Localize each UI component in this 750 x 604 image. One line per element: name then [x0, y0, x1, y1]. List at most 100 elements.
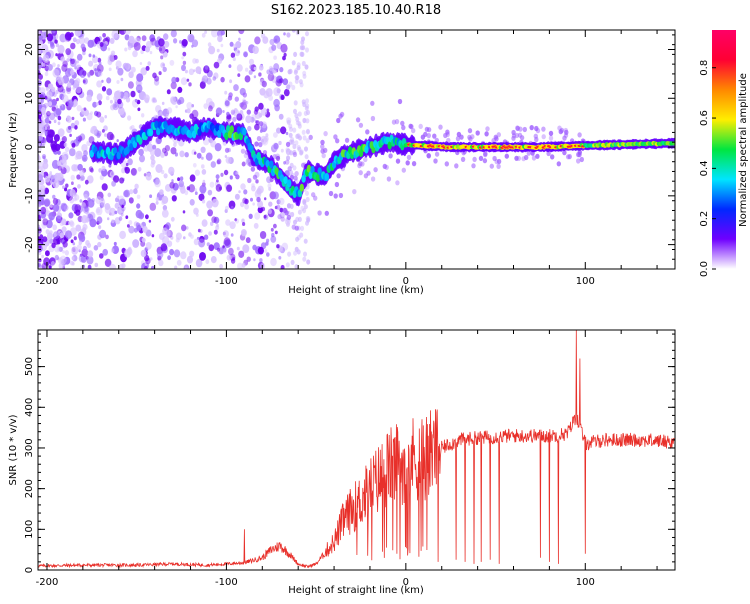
spectrogram-noise-speck [44, 71, 49, 77]
spectrogram-noise-speck [63, 256, 71, 265]
spectrogram-noise-speck [336, 173, 341, 179]
spectrogram-ridge-cell [215, 123, 220, 132]
spectrogram-noise-speck [82, 245, 87, 251]
spectrogram-noise-speck [224, 100, 230, 107]
spectrogram-noise-speck [154, 99, 157, 103]
spectrogram-noise-speck [252, 244, 257, 251]
spectrogram-noise-speck [282, 207, 287, 213]
spectrogram-noise-speck [496, 163, 501, 169]
spectrogram-noise-speck [179, 150, 185, 158]
spectrogram-noise-speck [64, 237, 67, 241]
spectrogram-noise-speck [38, 174, 44, 182]
spectrogram-noise-speck [84, 179, 89, 185]
spectrogram-noise-speck [97, 57, 102, 63]
spectrogram-noise-speck [232, 256, 236, 261]
spectrogram-noise-speck [52, 62, 56, 68]
spectrogram-noise-speck [292, 127, 297, 133]
spectrogram-noise-speck [63, 142, 68, 147]
spectrogram-noise-speck [105, 36, 111, 43]
spectrogram-noise-speck [208, 244, 215, 252]
spectrogram-noise-speck [52, 224, 57, 231]
spectrogram-noise-speck [67, 82, 72, 88]
spectrogram-noise-speck [291, 60, 296, 66]
spectrogram-noise-speck [238, 37, 241, 41]
spectrogram-noise-speck [255, 179, 259, 184]
spectrogram-noise-speck [320, 148, 325, 154]
spectrogram-noise-speck [87, 250, 94, 258]
spectrogram-noise-speck [247, 177, 252, 184]
spectrogram-noise-speck [253, 109, 258, 115]
spectrogram-noise-speck [275, 155, 281, 161]
spectrogram-noise-speck [42, 138, 47, 144]
spectrogram-noise-speck [76, 174, 81, 180]
spectrogram-noise-speck [66, 87, 72, 94]
spectrogram-noise-speck [170, 96, 176, 104]
spectrogram-noise-speck [171, 179, 174, 183]
spectrogram-noise-speck [248, 58, 255, 66]
spectrogram-noise-speck [132, 50, 138, 58]
spectrogram-noise-speck [303, 204, 308, 210]
spectrogram-noise-speck [238, 250, 245, 258]
spectrogram-noise-speck [328, 190, 334, 197]
spectrogram-noise-speck [259, 258, 263, 263]
spectrogram-noise-speck [136, 73, 144, 82]
spectrogram-noise-speck [280, 264, 285, 269]
spectrogram-noise-speck [75, 209, 81, 216]
spectrogram-noise-speck [42, 54, 50, 63]
spectrogram-noise-speck [288, 68, 293, 74]
spectrogram-noise-speck [269, 38, 275, 46]
spectrogram-noise-speck [52, 30, 56, 34]
spectrogram-noise-speck [101, 165, 106, 172]
spectrogram-noise-speck [78, 234, 86, 243]
spectrogram-noise-speck [211, 198, 219, 208]
spectrogram-noise-speck [57, 165, 62, 171]
spectrogram-noise-speck [113, 241, 117, 246]
spectrogram-noise-speck [216, 179, 219, 183]
snr-x-axis-label: Height of straight line (km) [288, 585, 424, 596]
spectrogram-noise-speck [355, 117, 361, 123]
spectrogram-noise-speck [74, 155, 79, 161]
spectrogram-noise-speck [265, 88, 273, 97]
spectrogram-noise-speck [69, 148, 76, 157]
spectrogram-noise-speck [70, 42, 76, 50]
spectrogram-noise-speck [534, 136, 539, 143]
spectrogram-noise-speck [228, 64, 232, 68]
spectrogram-noise-speck [116, 139, 119, 143]
spectrogram-noise-speck [254, 36, 261, 45]
spectrogram-noise-speck [249, 64, 254, 70]
spectrogram-noise-speck [567, 154, 572, 160]
spectrogram-noise-speck [117, 67, 124, 76]
spectrogram-noise-speck [271, 44, 277, 51]
spectrogram-noise-speck [304, 105, 309, 111]
spectrogram-noise-speck [206, 77, 212, 85]
spectrogram-ridge-cell [242, 127, 247, 136]
spectrogram-noise-speck [38, 245, 42, 249]
spectrogram-noise-speck [148, 219, 152, 223]
spectrogram-noise-speck [504, 153, 509, 159]
spectrogram-noise-speck [87, 39, 95, 48]
spectrogram-noise-speck [228, 200, 236, 210]
spectrogram-noise-speck [71, 181, 74, 185]
spectrogram-noise-speck [438, 124, 443, 130]
spectrogram-noise-speck [244, 203, 250, 210]
spectrogram-noise-speck [576, 152, 581, 158]
spectrogram-noise-speck [515, 125, 520, 132]
spectrogram-noise-speck [287, 166, 292, 172]
spectrogram-noise-speck [302, 70, 307, 76]
spectrogram-noise-speck [92, 54, 96, 58]
spectrogram-noise-speck [290, 259, 295, 265]
spectrogram-noise-speck [38, 56, 43, 64]
spectrogram-noise-speck [226, 254, 232, 261]
spectrogram-noise-speck [237, 73, 241, 77]
spectrogram-noise-speck [145, 172, 152, 181]
spectrogram-noise-speck [292, 149, 297, 156]
spectrogram-noise-speck [283, 32, 286, 36]
spectrogram-noise-speck [58, 262, 64, 269]
spectrogram-noise-speck [81, 248, 89, 257]
spectrogram-noise-speck [93, 245, 99, 251]
spectrogram-noise-speck [232, 116, 237, 122]
spectrogram-noise-speck [144, 266, 148, 269]
spectrogram-ridge-cell [125, 146, 130, 155]
